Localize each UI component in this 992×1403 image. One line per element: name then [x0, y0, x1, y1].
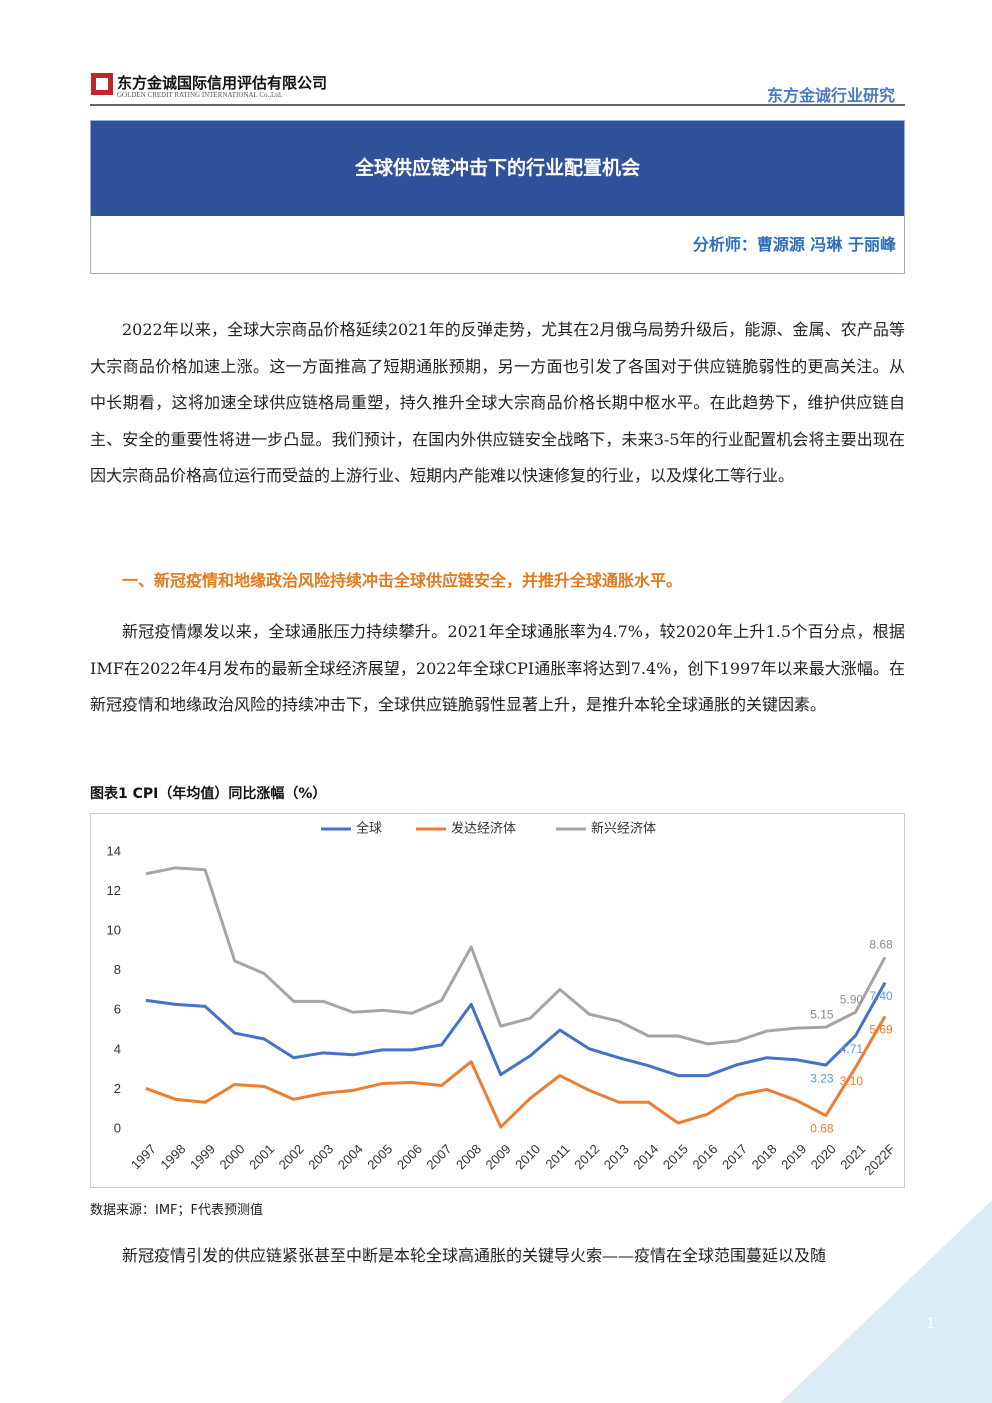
- x-tick-label: 2001: [246, 1141, 277, 1172]
- x-tick-label: 2007: [423, 1141, 454, 1172]
- x-tick-label: 2019: [778, 1141, 809, 1172]
- x-tick-label: 2011: [542, 1141, 572, 1171]
- data-label: 7.40: [869, 989, 893, 1003]
- x-tick-label: 1997: [128, 1141, 159, 1172]
- x-tick-label: 2016: [689, 1141, 720, 1172]
- x-tick-label: 2022F: [861, 1141, 898, 1178]
- analysts: 分析师：曹源源 冯琳 于丽峰: [692, 235, 896, 254]
- x-tick-label: 2006: [394, 1141, 425, 1172]
- x-tick-label: 2002: [276, 1141, 307, 1172]
- figure-title: 图表1 CPI（年均值）同比涨幅（%）: [90, 786, 327, 802]
- data-label: 3.10: [840, 1074, 864, 1088]
- x-tick-label: 2000: [217, 1141, 248, 1172]
- y-tick-label: 2: [114, 1081, 121, 1096]
- series-line: [145, 1015, 887, 1129]
- x-tick-label: 1998: [157, 1141, 188, 1172]
- x-tick-label: 2020: [808, 1141, 839, 1172]
- x-tick-label: 2009: [483, 1141, 514, 1172]
- company: 东方金诚国际信用评估有限公司: [117, 74, 328, 92]
- data-label: 8.68: [869, 937, 893, 951]
- section-heading: 一、新冠疫情和地缘政治风险持续冲击全球供应链安全，并推升全球通胀水平。: [122, 571, 683, 590]
- y-tick-label: 14: [107, 843, 121, 858]
- title-box: 全球供应链冲击下的行业配置机会 分析师：曹源源 冯琳 于丽峰: [90, 120, 905, 274]
- page-number: 1: [926, 1316, 935, 1332]
- logo-icon-inner: [96, 78, 108, 90]
- paragraph: 新冠疫情爆发以来，全球通胀压力持续攀升。2021年全球通胀率为4.7%，较202…: [90, 622, 905, 714]
- x-tick-label: 1999: [187, 1141, 218, 1172]
- data-label: 5.69: [869, 1023, 893, 1037]
- x-tick-label: 2008: [453, 1141, 484, 1172]
- y-tick-label: 10: [107, 923, 121, 938]
- source: 数据来源：IMF；F代表预测值: [90, 1203, 264, 1218]
- title: 全球供应链冲击下的行业配置机会: [91, 121, 904, 216]
- y-tick-label: 12: [107, 883, 121, 898]
- x-tick-label: 2015: [660, 1141, 691, 1172]
- x-tick-label: 2005: [364, 1141, 395, 1172]
- y-tick-label: 4: [114, 1041, 121, 1056]
- series-line: [145, 866, 887, 1046]
- company-en: GOLDEN CREDIT RATING INTERNATIONAL Co.,L…: [117, 91, 283, 99]
- series-line: [145, 981, 887, 1078]
- legend-label: 新兴经济体: [591, 820, 656, 835]
- x-tick-label: 2013: [601, 1141, 632, 1172]
- data-label: 4.71: [840, 1042, 864, 1056]
- y-tick-label: 6: [114, 1002, 121, 1017]
- x-tick-label: 2010: [512, 1141, 543, 1172]
- y-tick-label: 0: [114, 1120, 121, 1135]
- x-tick-label: 2018: [749, 1141, 780, 1172]
- y-tick-label: 8: [114, 962, 121, 977]
- x-tick-label: 2012: [571, 1141, 602, 1172]
- paragraph: 2022年以来，全球大宗商品价格延续2021年的反弹走势，尤其在2月俄乌局势升级…: [90, 320, 905, 485]
- data-label: 5.90: [840, 992, 864, 1006]
- series-name: 东方金诚行业研究: [766, 86, 895, 105]
- x-tick-label: 2017: [719, 1141, 750, 1172]
- x-tick-label: 2003: [305, 1141, 336, 1172]
- corner-decor: [780, 1200, 992, 1403]
- data-label: 3.23: [810, 1071, 834, 1085]
- x-tick-label: 2014: [630, 1141, 661, 1172]
- paragraph: 新冠疫情引发的供应链紧张甚至中断是本轮全球高通胀的关键导火索——疫情在全球范围蔓…: [122, 1246, 827, 1265]
- legend-label: 全球: [356, 820, 382, 835]
- data-label: 5.15: [810, 1007, 834, 1021]
- data-label: 0.68: [810, 1122, 834, 1136]
- x-tick-label: 2004: [335, 1141, 366, 1172]
- chart: 0246810121419971998199920002001200220032…: [90, 813, 905, 1188]
- legend-label: 发达经济体: [451, 820, 516, 835]
